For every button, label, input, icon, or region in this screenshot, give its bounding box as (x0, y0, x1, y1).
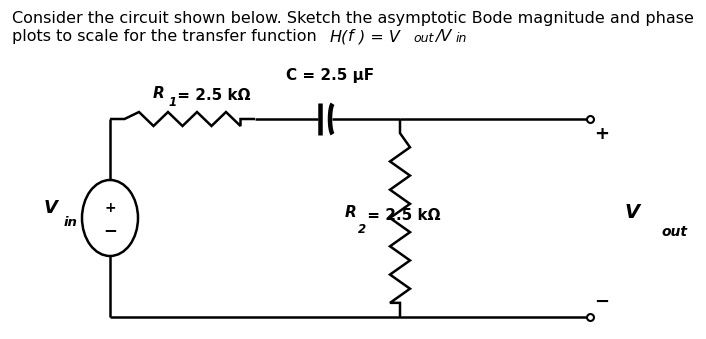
Text: plots to scale for the transfer function: plots to scale for the transfer function (12, 29, 322, 44)
Text: C = 2.5 μF: C = 2.5 μF (286, 68, 374, 83)
Text: R: R (345, 205, 357, 220)
Text: /V: /V (435, 29, 451, 44)
Text: H(: H( (330, 29, 348, 44)
Text: 1: 1 (169, 96, 176, 109)
Text: = 2.5 kΩ: = 2.5 kΩ (172, 88, 251, 103)
Text: R: R (152, 86, 164, 101)
Text: V: V (625, 203, 640, 222)
Text: out: out (413, 32, 433, 45)
Text: −: − (103, 221, 117, 239)
Text: 2: 2 (358, 223, 366, 237)
Text: −: − (594, 293, 609, 311)
Text: +: + (104, 201, 116, 215)
Text: f: f (347, 29, 353, 44)
Text: +: + (594, 125, 609, 143)
Text: out: out (662, 225, 688, 239)
Text: in: in (63, 216, 77, 229)
Ellipse shape (82, 180, 138, 256)
Text: in: in (456, 32, 467, 45)
Text: ) = V: ) = V (359, 29, 400, 44)
Text: Consider the circuit shown below. Sketch the asymptotic Bode magnitude and phase: Consider the circuit shown below. Sketch… (12, 11, 694, 26)
Text: = 2.5 kΩ: = 2.5 kΩ (362, 208, 441, 223)
Text: V: V (43, 199, 57, 217)
